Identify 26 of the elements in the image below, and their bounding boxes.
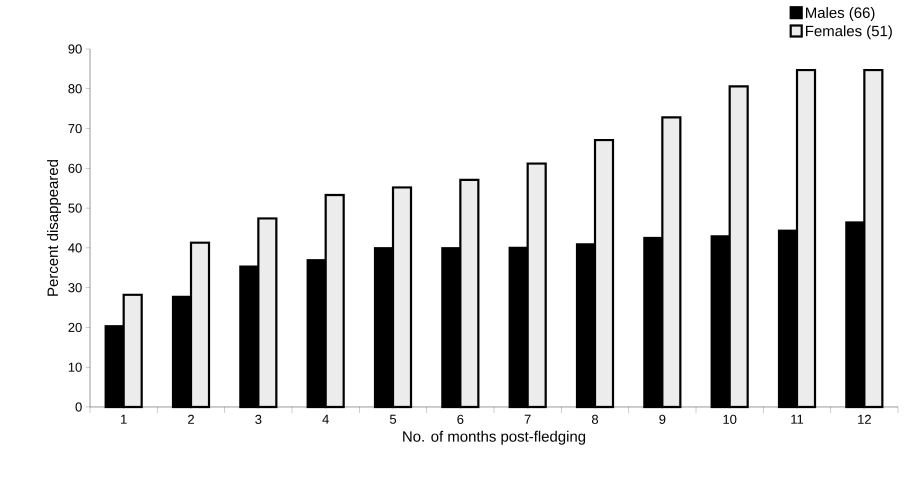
y-axis-title: Percent disappeared [47, 160, 61, 296]
legend-label: Males (66) [806, 7, 874, 21]
y-tick-label: 90 [68, 44, 82, 54]
x-axis-title: No. of months post-fledging [403, 430, 586, 445]
x-tick-label: 2 [188, 414, 194, 424]
legend-label: Females (51) [806, 25, 892, 40]
y-tick-label: 0 [76, 402, 82, 412]
x-tick-label: 5 [390, 414, 396, 424]
x-tick-label: 10 [723, 414, 736, 424]
y-tick-label: 40 [68, 243, 82, 252]
x-tick-label: 3 [255, 414, 262, 424]
x-tick-label: 11 [791, 414, 804, 424]
x-tick-label: 8 [592, 414, 598, 424]
y-tick-label: 30 [68, 283, 82, 292]
x-tick-label: 9 [659, 414, 666, 424]
x-tick-label: 4 [322, 414, 329, 424]
y-tick-label: 10 [68, 362, 82, 372]
y-tick-label: 50 [68, 204, 82, 213]
x-tick-label: 1 [121, 414, 127, 424]
y-tick-label: 70 [68, 124, 82, 134]
y-tick-label: 80 [68, 84, 82, 94]
x-tick-label: 7 [524, 414, 531, 424]
y-tick-label: 20 [68, 322, 82, 332]
x-tick-label: 6 [457, 414, 464, 424]
y-tick-label: 60 [68, 164, 82, 173]
x-tick-label: 12 [858, 414, 871, 424]
